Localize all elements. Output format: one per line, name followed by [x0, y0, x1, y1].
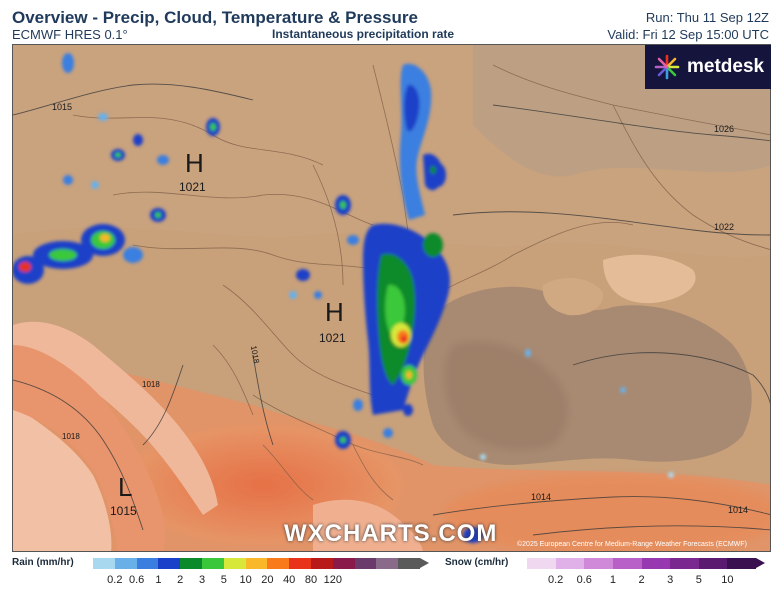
rain-legend-swatch — [376, 558, 399, 569]
rain-legend-swatch — [398, 558, 420, 569]
high-pressure-value: 1021 — [179, 180, 206, 194]
snow-legend-swatch — [641, 558, 671, 569]
rain-legend-arrow — [420, 558, 429, 568]
metdesk-logo: metdesk — [645, 45, 771, 89]
rain-legend-swatch — [136, 558, 159, 569]
low-pressure-value: 1015 — [110, 504, 137, 518]
valid-time: Valid: Fri 12 Sep 15:00 UTC — [607, 27, 769, 42]
chart-subtitle: Instantaneous precipitation rate — [272, 27, 455, 41]
wxcharts-watermark: WXCHARTS.COM — [284, 520, 498, 547]
rain-legend-tick: 10 — [239, 574, 252, 586]
rain-legend-swatch — [114, 558, 137, 569]
snow-legend-swatch — [612, 558, 642, 569]
isobars — [13, 83, 770, 536]
rain-legend-swatch — [223, 558, 246, 569]
snow-legend-tick: 1 — [609, 574, 616, 586]
rain-legend-swatch — [267, 558, 290, 569]
snow-legend-swatch — [727, 558, 756, 569]
heat-anatolia — [443, 475, 770, 551]
rain-legend-swatch — [158, 558, 181, 569]
precip-cells-west — [13, 53, 220, 284]
snow-legend-arrow — [756, 558, 765, 568]
high-pressure-marker: H — [185, 148, 204, 178]
rain-legend-tick: 80 — [304, 574, 318, 586]
rain-legend-swatch — [354, 558, 377, 569]
metdesk-logo-icon — [654, 54, 680, 80]
isobar-label: 1026 — [714, 124, 735, 134]
crimea — [542, 278, 604, 316]
snow-legend-swatch — [698, 558, 728, 569]
rain-legend-tick: 3 — [198, 574, 206, 586]
snow-legend-tick: 0.6 — [576, 574, 592, 586]
snow-legend-tick: 3 — [667, 574, 674, 586]
chart-header: Overview - Precip, Cloud, Temperature & … — [0, 0, 783, 44]
low-pressure-marker: L — [118, 472, 133, 502]
snow-legend-bar — [527, 558, 756, 569]
rain-legend-tick: 1 — [155, 574, 162, 586]
snow-legend-swatch — [670, 558, 699, 569]
metdesk-logo-text: metdesk — [687, 56, 765, 77]
precip-band-east — [289, 63, 674, 543]
run-time: Run: Thu 11 Sep 12Z — [645, 10, 769, 25]
chart-title: Overview - Precip, Cloud, Temperature & … — [12, 8, 418, 27]
rain-legend-tick: 40 — [283, 574, 296, 586]
aegean-sea — [313, 499, 423, 551]
rain-legend-tick: 120 — [323, 574, 342, 586]
tyrrhenian-sea — [13, 405, 112, 551]
rain-legend-tick: 0.6 — [128, 574, 145, 586]
rain-legend-swatch — [201, 558, 224, 569]
snow-legend-tick: 5 — [695, 574, 702, 586]
high-pressure-value: 1021 — [319, 331, 346, 345]
black-sea-cloud — [444, 341, 568, 450]
isobar-label: 1022 — [714, 222, 735, 232]
rain-legend-swatch — [289, 558, 311, 569]
rain-legend-label: Rain (mm/hr) — [12, 557, 74, 568]
isobar-label: 1018 — [142, 380, 160, 389]
rain-legend-swatch — [332, 558, 355, 569]
rain-legend-tick: 5 — [220, 574, 227, 586]
italy-land — [13, 345, 166, 551]
snow-legend-tick: 0.2 — [547, 574, 564, 586]
isobar-label: 1014 — [531, 492, 552, 502]
ecmwf-copyright: ©2025 European Centre for Medium-Range W… — [517, 541, 747, 548]
rain-legend-tick: 20 — [261, 574, 274, 586]
rain-legend-swatch — [245, 558, 268, 569]
rain-legend-bar — [93, 558, 420, 569]
sea-of-azov — [603, 254, 696, 304]
weather-map — [12, 44, 771, 552]
snow-legend-tick: 10 — [721, 574, 734, 586]
snow-legend-swatch — [527, 558, 556, 569]
rain-legend-swatch — [93, 558, 115, 569]
snow-legend-label: Snow (cm/hr) — [445, 557, 509, 568]
map-canvas — [13, 45, 770, 551]
rain-legend-swatch — [180, 558, 202, 569]
snow-legend-tick: 2 — [638, 574, 645, 586]
snow-legend-swatch — [584, 558, 613, 569]
isobar-label: 1014 — [728, 505, 749, 515]
isobar-label: 1018 — [62, 432, 80, 441]
rain-legend-tick: 2 — [177, 574, 184, 586]
rain-legend-tick: 0.2 — [107, 574, 123, 586]
high-pressure-marker: H — [325, 297, 344, 327]
model-name: ECMWF HRES 0.1° — [12, 27, 128, 42]
rain-legend-swatch — [310, 558, 333, 569]
isobar-label: 1015 — [52, 102, 73, 112]
snow-legend-swatch — [555, 558, 585, 569]
